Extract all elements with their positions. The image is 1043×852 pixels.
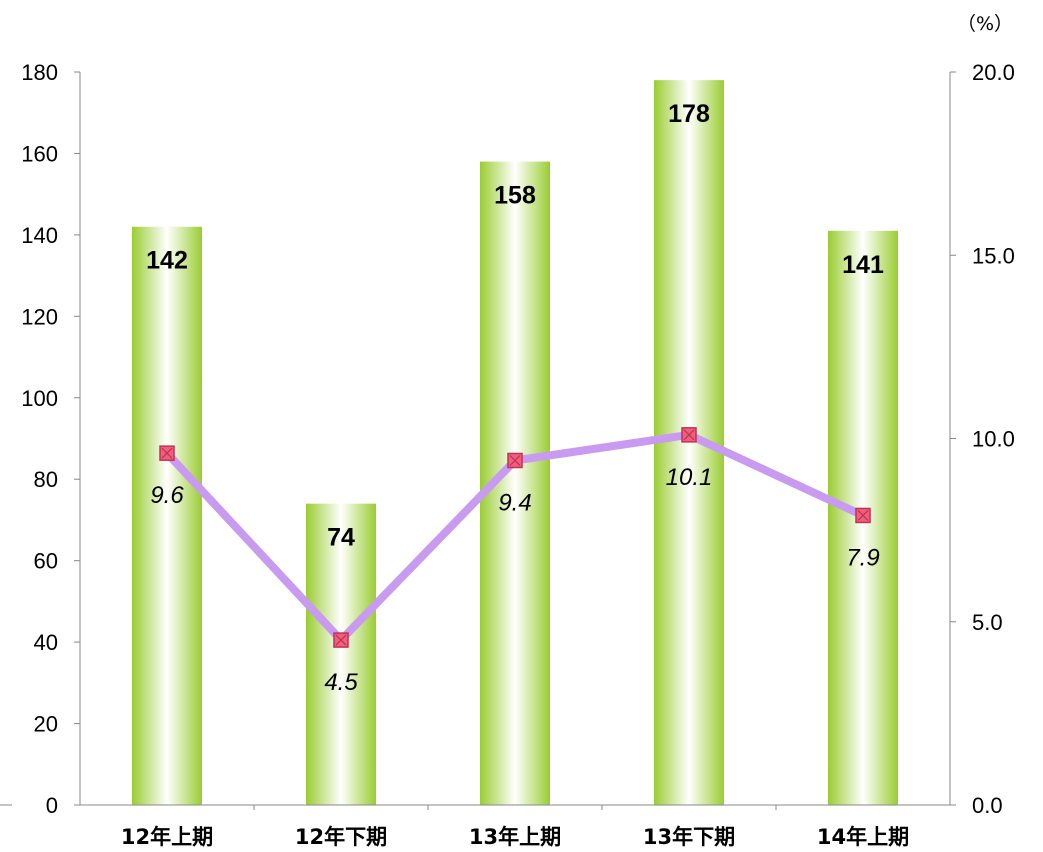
left-tick-label: 60 — [34, 549, 58, 574]
right-tick-label: 10.0 — [972, 427, 1015, 452]
right-axis-unit: （%） — [957, 13, 1013, 35]
line-value-label: 10.1 — [666, 464, 713, 491]
category-label: 12年下期 — [295, 825, 387, 849]
category-label: 13年上期 — [469, 825, 561, 849]
line-value-label: 4.5 — [324, 669, 358, 696]
left-tick-label: 120 — [21, 304, 58, 329]
bar-2 — [306, 503, 376, 805]
left-tick-label: 160 — [21, 141, 58, 166]
left-tick-label: 180 — [21, 60, 58, 85]
bar-1 — [132, 226, 202, 805]
left-tick-label: 20 — [34, 712, 58, 737]
line-marker-cross — [335, 634, 347, 646]
bar-value-label: 178 — [668, 100, 710, 128]
line-marker-cross — [683, 429, 695, 441]
line-value-label: 9.6 — [150, 482, 184, 509]
left-tick-label: 0 — [46, 793, 58, 818]
left-tick-label: 40 — [34, 630, 58, 655]
category-label: 14年上期 — [817, 825, 909, 849]
line-marker-cross — [857, 510, 869, 521]
bar-value-label: 158 — [494, 182, 536, 210]
label-layer: 142 74 158 178 141 9.6 4.5 9.4 10.1 7.9 — [146, 100, 884, 696]
left-tick-label: 80 — [34, 467, 58, 492]
right-tick-label: 5.0 — [972, 610, 1003, 635]
right-tick-label: 0.0 — [972, 793, 1003, 818]
left-ticks-layer: 0 20 40 60 80 100 120 140 160 180 — [21, 60, 80, 818]
bar-value-label: 141 — [842, 251, 884, 279]
category-label: 13年下期 — [643, 825, 735, 849]
line-marker-cross — [509, 455, 521, 466]
right-tick-label: 20.0 — [972, 60, 1015, 85]
line-marker-cross — [161, 447, 173, 459]
left-tick-label: 100 — [21, 386, 58, 411]
bar-value-label: 142 — [146, 247, 188, 275]
category-layer: 12年上期 12年下期 13年上期 13年下期 14年上期 — [121, 805, 909, 849]
left-tick-label: 140 — [21, 223, 58, 248]
category-label: 12年上期 — [121, 825, 213, 849]
line-value-label: 7.9 — [846, 544, 879, 571]
right-tick-label: 15.0 — [972, 243, 1015, 268]
line-layer — [159, 427, 871, 648]
bar-value-label: 74 — [327, 524, 355, 552]
line-value-label: 9.4 — [498, 489, 531, 516]
right-ticks-layer: 0.0 5.0 10.0 15.0 20.0 — [950, 60, 1015, 818]
